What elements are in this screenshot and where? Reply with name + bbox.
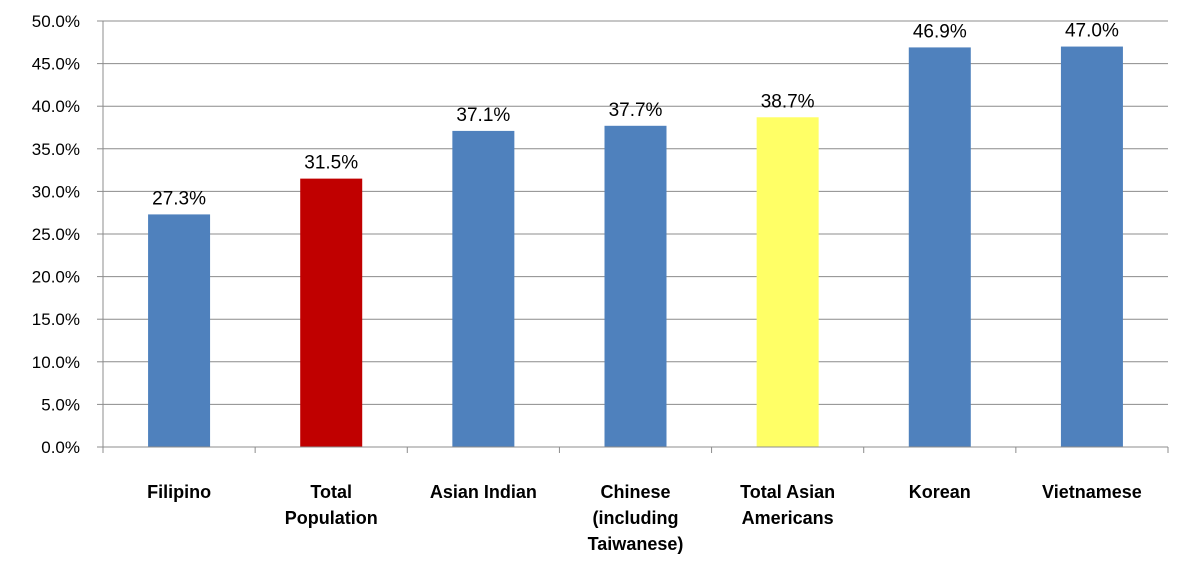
x-tick-label: Vietnamese [1042,482,1142,502]
data-label: 46.9% [913,21,967,42]
data-label: 31.5% [304,153,358,174]
x-tick-label-line: Filipino [147,482,211,502]
y-tick-label: 30.0% [32,182,80,201]
x-tick-label: Filipino [147,482,211,502]
y-tick-label: 10.0% [32,353,80,372]
x-tick-label-line: Korean [909,482,971,502]
y-tick-label: 25.0% [32,225,80,244]
x-tick-label: Korean [909,482,971,502]
bar [148,214,211,447]
x-tick-label: Asian Indian [430,482,537,502]
x-tick-label-line: Chinese [600,482,670,502]
x-tick-label: Total Asian Americans [740,482,835,528]
x-tick-label-line: Vietnamese [1042,482,1142,502]
x-tick-label-line: Americans [742,508,834,528]
y-tick-label: 15.0% [32,310,80,329]
bar [1060,46,1123,448]
data-label: 27.3% [152,188,206,209]
bar [756,117,819,447]
x-tick-label-line: Taiwanese) [588,534,684,554]
x-axis: Filipino Total Population Asian Indian Chine… [102,446,1169,554]
x-tick-label-line: (including [593,508,679,528]
bar [908,47,971,448]
y-axis: 0.0% 5.0% 10.0% 15.0% 20.0% 25.0% 30.0% 35.0% 40… [32,12,104,457]
y-tick-label: 0.0% [41,438,80,457]
bar [604,125,667,448]
y-tick-label: 40.0% [32,97,80,116]
y-tick-label: 50.0% [32,12,80,31]
bar [452,130,515,447]
y-tick-label: 35.0% [32,140,80,159]
bars [148,46,1123,448]
data-label: 47.0% [1065,21,1119,42]
x-tick-label-line: Population [285,508,378,528]
data-label: 38.7% [761,91,815,112]
x-tick-label-line: Asian Indian [430,482,537,502]
y-tick-label: 45.0% [32,55,80,74]
data-label: 37.7% [609,100,663,121]
data-label: 37.1% [456,105,510,126]
data-labels: 27.3% 31.5% 37.1% 37.7% 38.7% 46.9% 47.0% [152,21,1119,210]
x-tick-label: Total Population [285,482,378,528]
x-tick-label: Chinese (including Taiwanese) [588,482,684,554]
bar [300,178,363,447]
x-tick-label-line: Total [310,482,352,502]
x-tick-label-line: Total Asian [740,482,835,502]
y-tick-label: 20.0% [32,268,80,287]
y-tick-label: 5.0% [41,395,80,414]
